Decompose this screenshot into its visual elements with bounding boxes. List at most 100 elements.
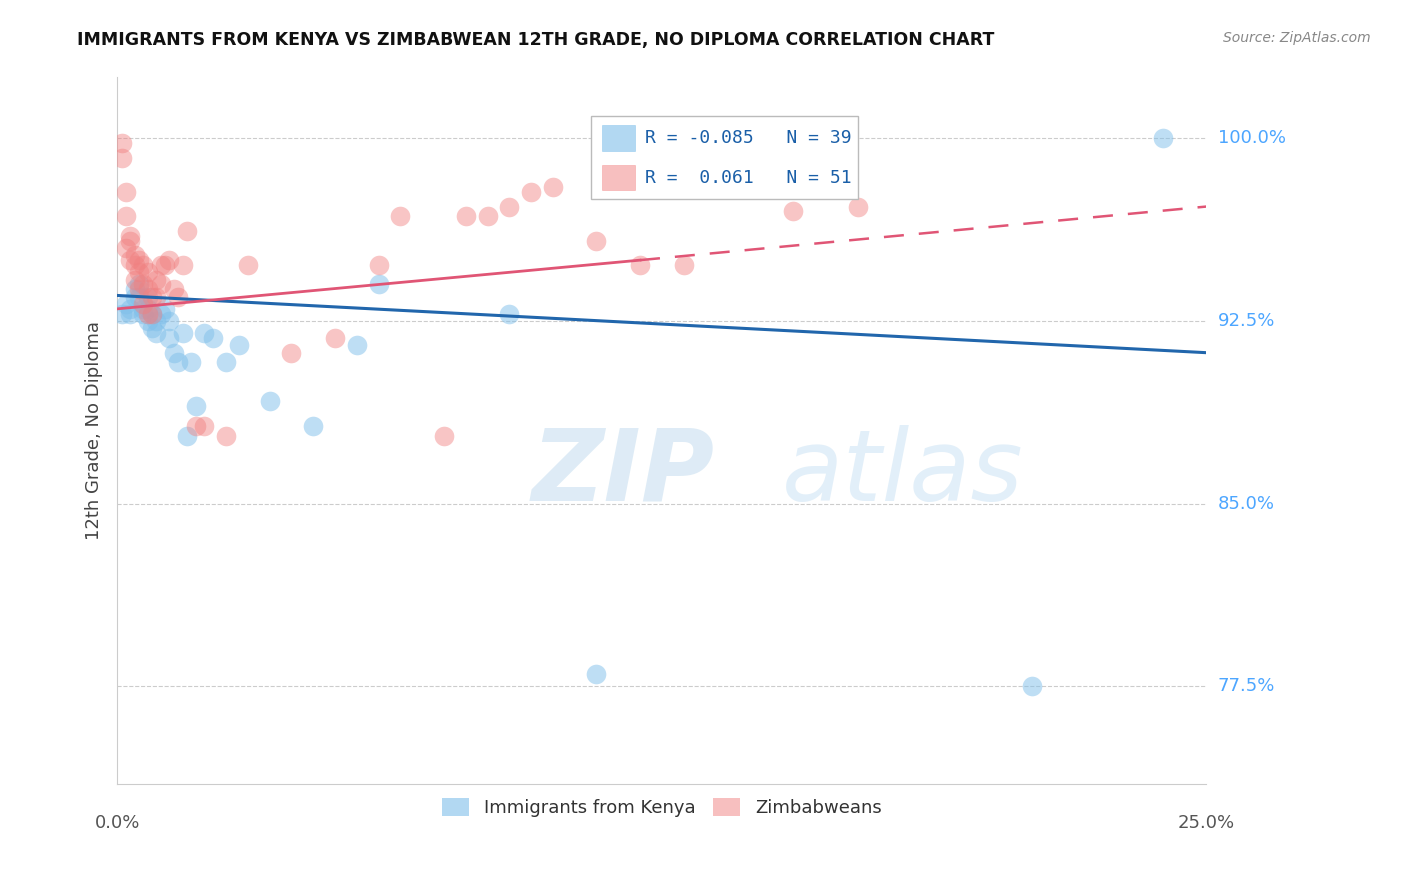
Point — [110, 307, 132, 321]
Point — [167, 290, 190, 304]
Point — [215, 428, 238, 442]
Point — [145, 272, 167, 286]
Text: 25.0%: 25.0% — [1178, 814, 1234, 832]
Point — [454, 209, 477, 223]
Point — [120, 307, 142, 321]
Point — [128, 277, 150, 292]
Point — [172, 326, 194, 341]
Point — [115, 297, 138, 311]
Text: 92.5%: 92.5% — [1218, 312, 1275, 330]
Point — [302, 418, 325, 433]
Point — [346, 338, 368, 352]
Point — [149, 258, 172, 272]
Point — [585, 667, 607, 681]
Point — [215, 355, 238, 369]
Point — [120, 228, 142, 243]
Point — [149, 277, 172, 292]
Point — [433, 428, 456, 442]
Point — [128, 282, 150, 296]
Point — [180, 355, 202, 369]
Point — [153, 258, 176, 272]
Point — [628, 258, 651, 272]
Point — [115, 241, 138, 255]
Point — [1152, 131, 1174, 145]
Point — [367, 258, 389, 272]
Point — [132, 277, 155, 292]
Point — [145, 326, 167, 341]
Point — [124, 248, 146, 262]
Text: R = -0.085   N = 39: R = -0.085 N = 39 — [645, 129, 852, 147]
Point — [110, 151, 132, 165]
Legend: Immigrants from Kenya, Zimbabweans: Immigrants from Kenya, Zimbabweans — [434, 791, 889, 824]
Text: Source: ZipAtlas.com: Source: ZipAtlas.com — [1223, 31, 1371, 45]
Point — [672, 258, 695, 272]
Text: IMMIGRANTS FROM KENYA VS ZIMBABWEAN 12TH GRADE, NO DIPLOMA CORRELATION CHART: IMMIGRANTS FROM KENYA VS ZIMBABWEAN 12TH… — [77, 31, 994, 49]
Point — [846, 200, 869, 214]
Text: R =  0.061   N = 51: R = 0.061 N = 51 — [645, 169, 852, 186]
Point — [136, 301, 159, 316]
Point — [1021, 680, 1043, 694]
Point — [132, 307, 155, 321]
Point — [136, 290, 159, 304]
Point — [159, 253, 181, 268]
Text: 100.0%: 100.0% — [1218, 129, 1285, 147]
Point — [145, 314, 167, 328]
Point — [541, 180, 564, 194]
Point — [141, 307, 163, 321]
Point — [136, 307, 159, 321]
Point — [115, 209, 138, 223]
Point — [149, 307, 172, 321]
Point — [153, 301, 176, 316]
Point — [782, 204, 804, 219]
Point — [120, 234, 142, 248]
Point — [259, 394, 281, 409]
Point — [145, 290, 167, 304]
Text: atlas: atlas — [782, 425, 1024, 522]
Point — [141, 321, 163, 335]
Point — [120, 301, 142, 316]
Point — [132, 297, 155, 311]
Point — [136, 282, 159, 296]
Point — [163, 282, 186, 296]
Text: 85.0%: 85.0% — [1218, 495, 1275, 513]
Point — [202, 331, 225, 345]
Point — [159, 314, 181, 328]
Point — [389, 209, 412, 223]
Point — [367, 277, 389, 292]
Point — [585, 234, 607, 248]
Point — [477, 209, 499, 223]
Point — [167, 355, 190, 369]
Point — [136, 265, 159, 279]
Point — [124, 258, 146, 272]
Point — [280, 345, 302, 359]
Point — [115, 185, 138, 199]
Point — [498, 200, 520, 214]
Point — [141, 290, 163, 304]
Point — [193, 418, 215, 433]
Point — [323, 331, 346, 345]
Point — [176, 428, 198, 442]
Point — [159, 331, 181, 345]
Point — [228, 338, 250, 352]
Point — [176, 224, 198, 238]
Point — [141, 307, 163, 321]
Point — [163, 345, 186, 359]
Point — [124, 290, 146, 304]
Point — [184, 418, 207, 433]
Point — [193, 326, 215, 341]
Point — [498, 307, 520, 321]
Point — [520, 185, 543, 199]
Text: 77.5%: 77.5% — [1218, 677, 1275, 696]
Point — [172, 258, 194, 272]
Text: 0.0%: 0.0% — [94, 814, 139, 832]
Point — [236, 258, 259, 272]
FancyBboxPatch shape — [602, 165, 634, 191]
Point — [124, 272, 146, 286]
Point — [128, 253, 150, 268]
Point — [124, 282, 146, 296]
Point — [132, 301, 155, 316]
FancyBboxPatch shape — [602, 126, 634, 151]
Point — [110, 136, 132, 151]
Y-axis label: 12th Grade, No Diploma: 12th Grade, No Diploma — [86, 321, 103, 541]
FancyBboxPatch shape — [591, 116, 858, 199]
